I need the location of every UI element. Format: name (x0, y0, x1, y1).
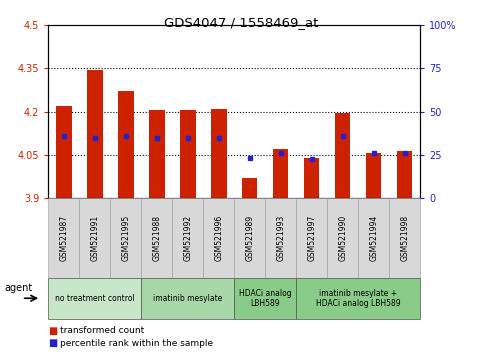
Bar (335, 113, 351, 198)
Bar (180, 110, 196, 198)
Text: GSM521993: GSM521993 (276, 215, 285, 261)
Text: GSM521990: GSM521990 (338, 215, 347, 261)
Bar (366, 153, 382, 198)
Text: GSM521996: GSM521996 (214, 215, 223, 261)
Text: percentile rank within the sample: percentile rank within the sample (60, 339, 213, 348)
Text: GSM521991: GSM521991 (90, 215, 99, 261)
Bar (149, 110, 165, 198)
Text: imatinib mesylate +
HDACi analog LBH589: imatinib mesylate + HDACi analog LBH589 (316, 289, 400, 308)
Bar (87, 70, 102, 198)
Text: GSM521997: GSM521997 (307, 215, 316, 261)
Text: ■: ■ (48, 326, 57, 336)
Text: GSM521998: GSM521998 (400, 215, 409, 261)
Text: GSM521995: GSM521995 (121, 215, 130, 261)
Text: no treatment control: no treatment control (55, 294, 135, 303)
Text: GSM521989: GSM521989 (245, 215, 254, 261)
Text: GSM521992: GSM521992 (183, 215, 192, 261)
Text: HDACi analog
LBH589: HDACi analog LBH589 (239, 289, 292, 308)
Text: agent: agent (5, 282, 33, 293)
Bar (211, 109, 227, 198)
Text: GSM521994: GSM521994 (369, 215, 378, 261)
Bar (397, 150, 412, 198)
Bar (56, 106, 71, 198)
Bar (273, 149, 288, 198)
Text: ■: ■ (48, 338, 57, 348)
Text: GSM521987: GSM521987 (59, 215, 68, 261)
Text: transformed count: transformed count (60, 326, 144, 336)
Bar (304, 158, 319, 198)
Text: imatinib mesylate: imatinib mesylate (153, 294, 223, 303)
Bar (242, 178, 257, 198)
Text: GSM521988: GSM521988 (152, 215, 161, 261)
Text: GDS4047 / 1558469_at: GDS4047 / 1558469_at (164, 16, 319, 29)
Bar (118, 91, 133, 198)
